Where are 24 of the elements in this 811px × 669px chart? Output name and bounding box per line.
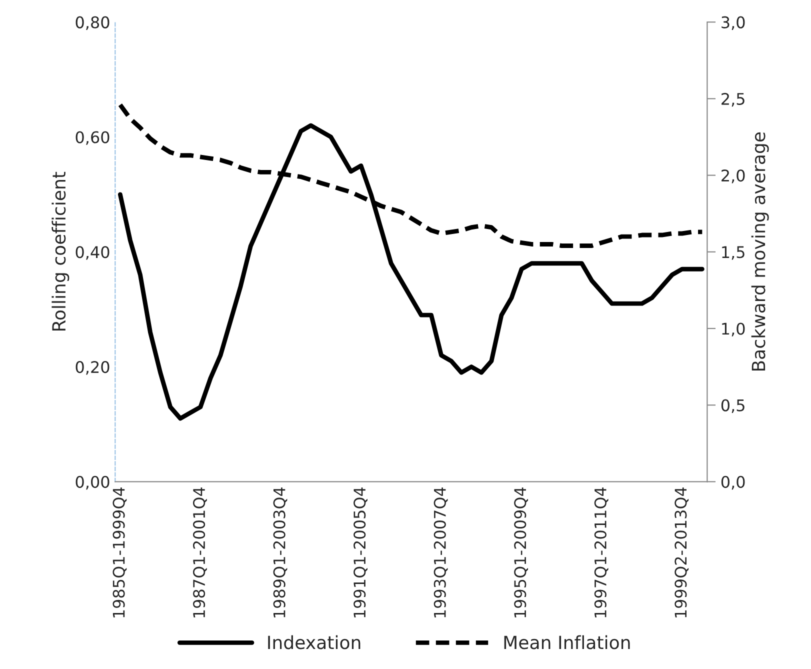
y2-axis-title: Backward moving average xyxy=(751,132,769,371)
y-tick-label: 0,60 xyxy=(76,131,110,145)
y-axis-title: Rolling coefficient xyxy=(52,172,70,331)
legend-label: Mean Inflation xyxy=(504,635,630,650)
legend-label: Indexation xyxy=(268,635,360,650)
y-tick-label: 0,80 xyxy=(76,16,110,30)
y2-tick-label: 1,0 xyxy=(722,322,745,336)
y2-tick-label: 2,5 xyxy=(722,92,744,107)
y2-tick-label: 0,0 xyxy=(721,476,745,490)
x-tick-label: 1987Q1-2001Q4 xyxy=(193,487,207,618)
y2-tick-label: 2,0 xyxy=(722,169,745,184)
y-tick-label: 0,40 xyxy=(76,246,110,260)
y-tick-label: 0,20 xyxy=(76,360,110,375)
x-tick-label: 1999Q2-2013Q4 xyxy=(674,487,689,618)
y-tick-label: 0,00 xyxy=(76,476,110,490)
x-tick-label: 1985Q1-1999Q4 xyxy=(112,487,127,618)
x-tick-label: 1993Q1-2007Q4 xyxy=(434,487,448,618)
y2-tick-label: 1,5 xyxy=(722,246,744,260)
x-tick-label: 1997Q1-2011Q4 xyxy=(594,487,608,618)
x-tick-label: 1991Q1-2005Q4 xyxy=(354,487,368,618)
x-tick-label: 1995Q1-2009Q4 xyxy=(514,487,528,618)
y2-tick-label: 0,5 xyxy=(721,399,744,414)
y2-tick-label: 3,0 xyxy=(722,16,745,30)
x-tick-label: 1989Q1-2003Q4 xyxy=(273,487,288,618)
